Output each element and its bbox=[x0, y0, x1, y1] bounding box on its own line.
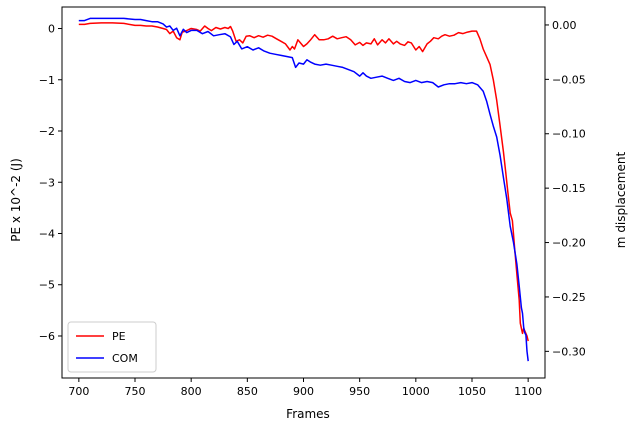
y-axis-label-left: PE x 10^-2 (J) bbox=[9, 158, 23, 242]
x-tick-label: 1100 bbox=[514, 385, 542, 398]
x-tick-label: 950 bbox=[349, 385, 370, 398]
legend-label-pe: PE bbox=[112, 330, 126, 343]
x-tick-label: 700 bbox=[68, 385, 89, 398]
x-axis-label: Frames bbox=[286, 407, 330, 421]
y-axis-right: 0.00 −0.05 −0.10 −0.15 −0.20 −0.25 −0.30 bbox=[545, 19, 586, 358]
legend-box bbox=[67, 321, 157, 373]
y-tick-label-left: 0 bbox=[48, 23, 55, 36]
y-tick-label-left: −1 bbox=[39, 74, 55, 87]
y-tick-label-right: −0.30 bbox=[552, 345, 586, 358]
series-line-pe bbox=[78, 22, 529, 342]
x-tick-label: 800 bbox=[181, 385, 202, 398]
x-tick-label: 1050 bbox=[458, 385, 486, 398]
y-tick-label-right: −0.10 bbox=[552, 128, 586, 141]
y-tick-label-right: −0.20 bbox=[552, 237, 586, 250]
y-tick-label-right: −0.25 bbox=[552, 291, 586, 304]
y-tick-label-left: −3 bbox=[39, 176, 55, 189]
y-tick-label-right: −0.15 bbox=[552, 182, 586, 195]
y-tick-label-left: −5 bbox=[39, 279, 55, 292]
y-axis-label-right: m displacement bbox=[614, 152, 628, 249]
x-tick-label: 1000 bbox=[402, 385, 430, 398]
legend-label-com: COM bbox=[112, 352, 138, 365]
y-tick-label-right: 0.00 bbox=[552, 19, 577, 32]
series-line-com bbox=[78, 17, 529, 362]
y-tick-label-left: −6 bbox=[39, 330, 55, 343]
y-tick-label-left: −4 bbox=[39, 227, 55, 240]
legend: PE COM bbox=[67, 321, 157, 373]
x-axis: 700 750 800 850 900 950 1000 1050 1100 bbox=[68, 378, 542, 398]
x-tick-label: 850 bbox=[237, 385, 258, 398]
x-tick-label: 900 bbox=[293, 385, 314, 398]
y-tick-label-right: −0.05 bbox=[552, 73, 586, 86]
y-axis-left: 0 −1 −2 −3 −4 −5 −6 bbox=[39, 23, 62, 343]
series-lines bbox=[78, 17, 529, 362]
y-tick-label-left: −2 bbox=[39, 125, 55, 138]
x-tick-label: 750 bbox=[125, 385, 146, 398]
